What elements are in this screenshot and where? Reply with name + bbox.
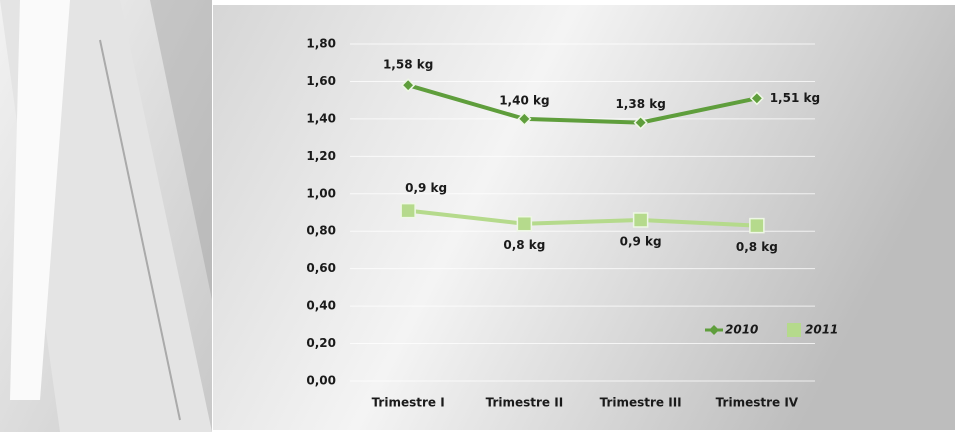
data-label: 1,38 kg (615, 97, 665, 111)
marker (517, 111, 532, 126)
y-tick-label: 1,60 (306, 74, 336, 88)
legend-marker (709, 325, 719, 335)
y-tick-label: 0,40 (306, 299, 336, 313)
y-tick-label: 0,00 (306, 374, 336, 388)
data-label: 0,9 kg (405, 181, 447, 195)
y-tick-label: 1,20 (306, 149, 336, 163)
series-line (407, 208, 757, 228)
legend-label: 2010 (725, 323, 758, 337)
y-tick-label: 1,80 (306, 37, 336, 51)
marker (400, 202, 416, 219)
data-label: 0,8 kg (736, 240, 778, 254)
legend-marker (787, 323, 801, 337)
data-label: 1,40 kg (499, 93, 549, 107)
marker (749, 91, 764, 106)
legend-label: 2011 (805, 323, 838, 337)
y-tick-label: 0,60 (306, 261, 336, 275)
marker (401, 78, 416, 93)
y-tick-label: 0,80 (306, 224, 336, 238)
data-label: 0,9 kg (620, 234, 662, 248)
y-tick-label: 1,40 (306, 111, 336, 125)
marker (516, 215, 533, 232)
x-tick-label: Trimestre I (372, 396, 445, 410)
marker (632, 212, 649, 228)
chart-panel (213, 5, 955, 430)
x-tick-label: Trimestre IV (716, 396, 799, 410)
marker (633, 115, 648, 130)
data-label: 0,8 kg (503, 238, 545, 252)
y-tick-label: 0,20 (306, 336, 336, 350)
marker (749, 217, 765, 234)
decor-photo (0, 0, 212, 432)
data-label: 1,58 kg (383, 58, 433, 72)
y-tick-label: 1,00 (306, 186, 336, 200)
x-tick-label: Trimestre III (600, 396, 682, 410)
x-tick-label: Trimestre II (486, 396, 564, 410)
data-label: 1,51 kg (770, 91, 820, 105)
series-line (407, 83, 758, 125)
